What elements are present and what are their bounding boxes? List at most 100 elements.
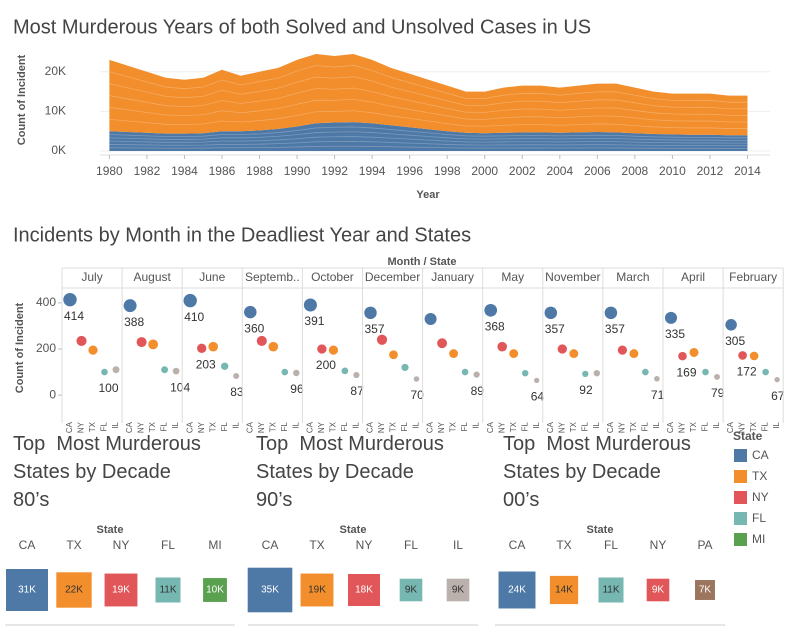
dot: [328, 345, 339, 355]
x-tick-label: CA: [262, 538, 279, 552]
x-tick-label: IL: [472, 421, 481, 428]
x-tick-label: CA: [546, 421, 555, 433]
x-tick-label: CA: [426, 421, 435, 433]
x-tick-label: CA: [509, 538, 526, 552]
x-tick-label: FL: [280, 421, 289, 431]
header: State: [340, 524, 367, 536]
x-tick-label: TX: [148, 421, 157, 432]
dot: [401, 363, 409, 372]
value-label: 31K: [18, 585, 36, 596]
value-label: 391: [304, 314, 324, 328]
dot: [293, 369, 300, 377]
value-label: 7K: [699, 585, 712, 596]
x-tick-label: FL: [340, 421, 349, 431]
dot: [544, 306, 558, 320]
value-label: 11K: [602, 585, 619, 596]
x-tick-label: IL: [532, 421, 541, 428]
title: Top Most Murderous States by Decade: [13, 433, 207, 483]
panel-title: April: [681, 270, 705, 284]
y-axis-label: Count of Incident: [14, 302, 26, 393]
dot: [762, 368, 769, 376]
square: [399, 578, 423, 602]
value-label: 71: [651, 388, 665, 402]
x-tick-label: 2008: [622, 164, 649, 178]
dot: [642, 368, 649, 376]
x-tick-label: 1986: [209, 164, 236, 178]
square: [695, 580, 715, 600]
value-label: 200: [316, 358, 336, 372]
value-label: 335: [665, 327, 685, 341]
x-tick-label: PA: [697, 538, 712, 552]
x-tick-label: TX: [689, 421, 698, 432]
legend-swatch: [734, 533, 747, 546]
subtitle: 80’s: [13, 489, 50, 511]
x-tick-label: MI: [208, 538, 221, 552]
value-label: 64: [531, 390, 545, 404]
dot: [449, 349, 459, 359]
header: State: [97, 524, 124, 536]
area-stripe: [109, 87, 748, 116]
block-title: Top Most Murderous States by Decade 90’s: [256, 430, 481, 514]
dot: [112, 366, 120, 374]
x-tick-label: 1990: [284, 164, 311, 178]
legend-swatch: [734, 449, 747, 462]
x-tick-label: CA: [366, 421, 375, 433]
legend-label: MI: [752, 532, 765, 546]
square: [498, 571, 536, 609]
x-tick-label: FL: [100, 421, 109, 431]
x-tick-label: TX: [569, 421, 578, 432]
x-tick-label: NY: [77, 421, 86, 433]
x-tick-label: CA: [606, 421, 615, 433]
square: [348, 574, 380, 606]
x-tick-label: CA: [185, 421, 194, 433]
value-label: 169: [677, 365, 697, 379]
value-label: 357: [605, 322, 625, 336]
dot: [88, 345, 98, 355]
dot: [774, 376, 780, 383]
dot: [161, 366, 169, 374]
value-label: 18K: [355, 585, 373, 596]
y-tick-label: 400: [36, 295, 56, 309]
square: [646, 578, 670, 602]
x-tick-label: NY: [678, 421, 687, 433]
subtitle: 00’s: [503, 489, 540, 511]
x-tick-label: IL: [352, 421, 361, 428]
area-stripe: [109, 64, 748, 103]
dot: [424, 313, 437, 326]
dot: [725, 319, 737, 331]
value-label: 172: [737, 365, 757, 379]
x-tick-label: 2014: [734, 164, 761, 178]
value-label: 357: [545, 322, 565, 336]
area: [109, 53, 748, 136]
title: Top Most Murderous States by Decade: [256, 433, 450, 483]
x-tick-label: CA: [65, 421, 74, 433]
x-tick-label: IL: [592, 421, 601, 428]
header: State: [587, 524, 614, 536]
x-tick-label: 2002: [509, 164, 536, 178]
x-tick-label: FL: [160, 421, 169, 431]
area-stripe: [109, 145, 748, 149]
chart-title: Incidents by Month in the Deadliest Year…: [13, 224, 471, 246]
y-tick-label: 10K: [45, 104, 66, 118]
x-tick-label: 1980: [96, 164, 123, 178]
square: [155, 577, 181, 603]
value-label: 14K: [555, 585, 573, 596]
x-tick-label: TX: [389, 421, 398, 432]
dot: [557, 344, 567, 354]
chart-title: Most Murderous Years of both Solved and …: [13, 16, 591, 38]
value-label: 368: [485, 319, 505, 333]
dot: [123, 299, 137, 313]
dot: [617, 345, 628, 355]
y-tick-label: 20K: [45, 64, 66, 78]
panel-title: June: [199, 270, 225, 284]
x-tick-label: FL: [161, 538, 175, 552]
dot: [317, 344, 327, 354]
y-tick-label: 200: [36, 341, 56, 355]
x-tick-label: TX: [309, 538, 324, 552]
x-tick-label: CA: [19, 538, 36, 552]
dot: [582, 370, 589, 378]
x-tick-label: TX: [268, 421, 277, 432]
legend-title: State: [733, 429, 763, 443]
x-tick-label: CA: [486, 421, 495, 433]
